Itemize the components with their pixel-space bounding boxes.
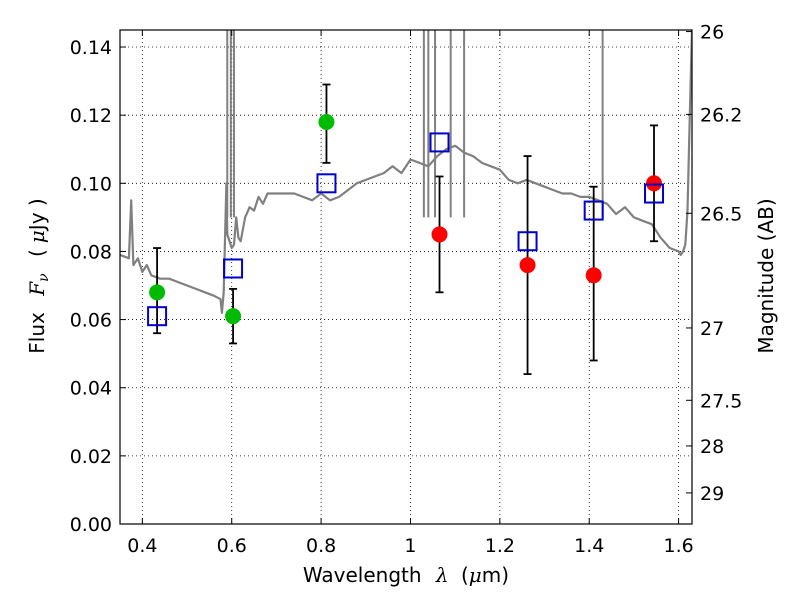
x-axis-title: Wavelength λ (μm): [303, 563, 509, 587]
measured-flux-point: [646, 175, 663, 192]
mag-tick-label: 26.5: [700, 203, 742, 225]
x-tick-label: 1.2: [485, 535, 515, 557]
detected-flux-point: [149, 284, 166, 301]
y-axis-title-subscript: ν: [36, 273, 52, 282]
x-tick-label: 1: [404, 535, 416, 557]
grid-layer: [120, 30, 692, 525]
y-axis-title-unit-open: (: [25, 249, 49, 257]
model-band-square: [517, 231, 538, 252]
measured-flux-point: [519, 257, 536, 274]
x-axis-title-symbol: λ: [435, 563, 449, 587]
mag-tick-label: 27.5: [700, 390, 742, 412]
y-tick-label: 0.14: [70, 37, 112, 59]
model-band-square: [583, 200, 604, 221]
x-axis-title-unit-open: (: [461, 563, 469, 587]
x-tick-label: 0.6: [217, 535, 247, 557]
secondary-axis-title: Magnitude (AB): [754, 198, 778, 353]
y-tick-label: 0.10: [70, 173, 112, 195]
errorbar-layer: [153, 83, 659, 375]
model-band-square: [223, 258, 244, 279]
detected-flux-point: [318, 113, 335, 130]
mag-tick-label: 27: [700, 318, 724, 340]
marker-layer: [147, 113, 665, 327]
model-band-square: [147, 306, 168, 327]
y-tick-label: 0.00: [70, 514, 112, 536]
detected-flux-point: [225, 308, 242, 325]
model-band-square: [644, 183, 665, 204]
model-band-square: [429, 132, 450, 153]
mag-tick-label: 26.2: [700, 104, 742, 126]
axis-ticks-layer: 0.4 0.6 0.8 1 1.2 1.4 1.6 0.00 0.02 0.04 0.06 0.08 0…: [70, 22, 743, 557]
x-tick-label: 0.8: [306, 535, 336, 557]
model-spectrum-layer: [120, 30, 692, 314]
model-spectrum-line: [120, 30, 692, 314]
x-tick-label: 1.4: [574, 535, 604, 557]
mag-tick-label: 29: [700, 483, 724, 505]
mag-tick-label: 28: [700, 436, 724, 458]
y-axis-title-symbol: F: [25, 281, 49, 297]
y-axis-title: Flux Fν ( μJy ): [25, 198, 53, 353]
y-tick-label: 0.12: [70, 105, 112, 127]
x-axis-title-main: Wavelength: [303, 563, 422, 587]
y-axis-title-unit-rest: Jy ): [25, 198, 49, 232]
y-tick-label: 0.06: [70, 310, 112, 332]
measured-flux-point: [431, 226, 448, 243]
y-tick-label: 0.08: [70, 241, 112, 263]
x-tick-label: 0.4: [127, 535, 157, 557]
x-tick-label: 1.6: [663, 535, 693, 557]
mag-tick-label: 26: [700, 22, 724, 44]
y-axis-title-unit-mu: μ: [25, 230, 49, 243]
y-axis-title-main: Flux: [25, 312, 49, 354]
y-tick-label: 0.04: [70, 378, 112, 400]
x-axis-title-unit-rest: m): [482, 563, 509, 587]
model-band-square: [316, 173, 337, 194]
measured-flux-point: [585, 267, 602, 284]
y-tick-label: 0.02: [70, 446, 112, 468]
x-axis-title-unit-mu: μ: [469, 563, 482, 587]
plot-frame: [119, 29, 693, 525]
